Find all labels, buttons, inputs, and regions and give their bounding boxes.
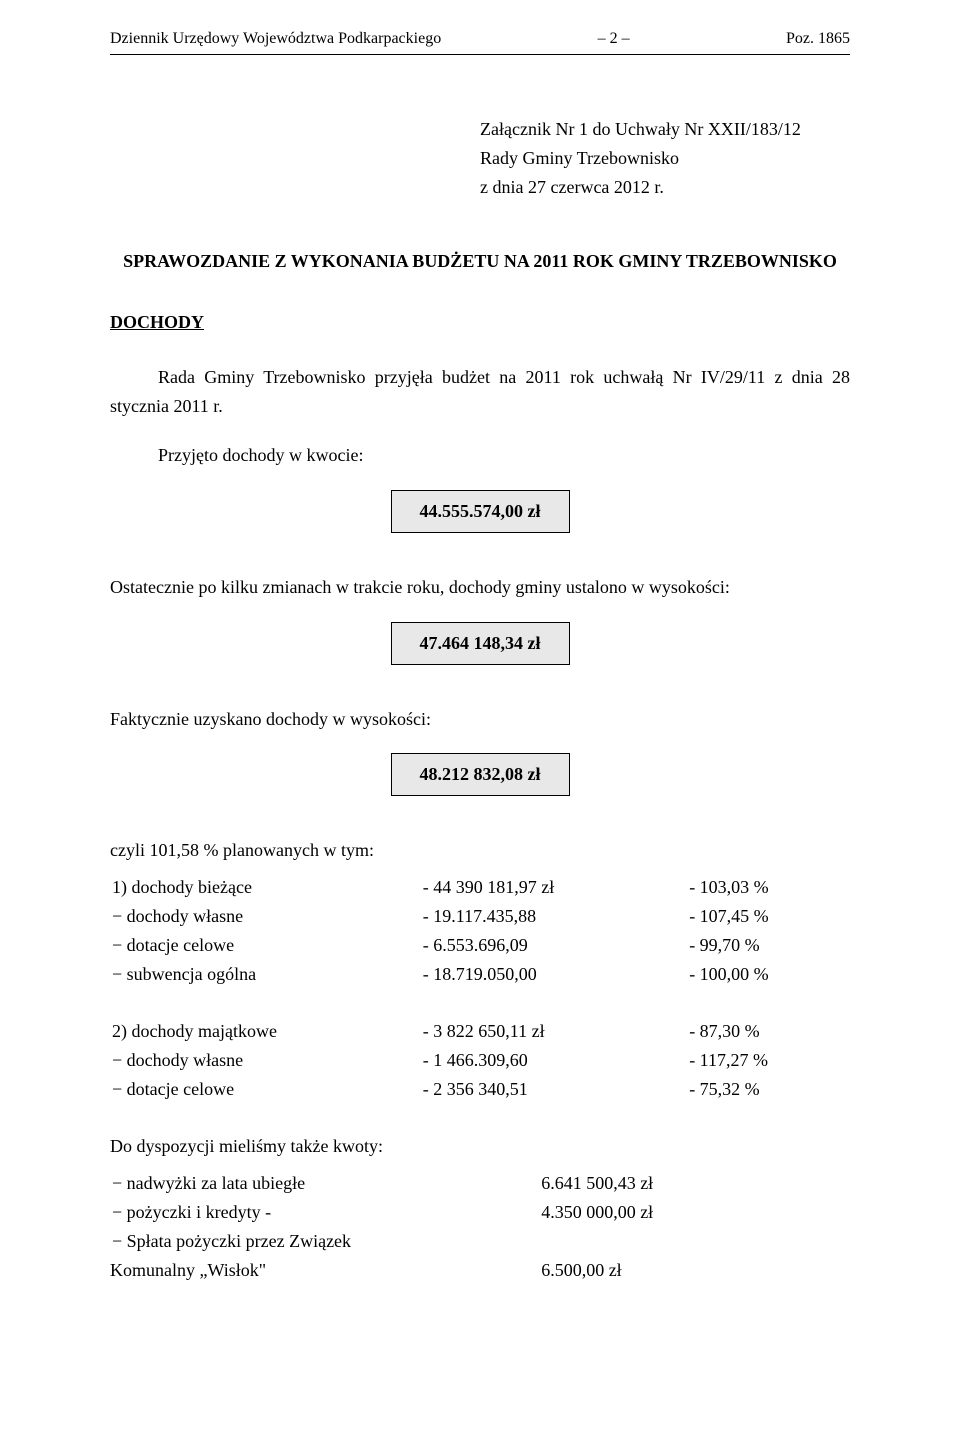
amount-box-1: 44.555.574,00 zł: [391, 490, 570, 533]
poz-number: Poz. 1865: [786, 30, 850, 48]
list-item-label: pożyczki i kredyty -: [112, 1202, 271, 1222]
intro-paragraph: Rada Gminy Trzebownisko przyjęła budżet …: [110, 363, 850, 421]
list-item-pct: - 99,70 %: [687, 931, 850, 960]
table-row: Spłata pożyczki przez Związek: [110, 1227, 850, 1256]
group2-header-value: - 3 822 650,11 zł: [421, 1017, 687, 1046]
table-row: dochody własne - 19.117.435,88 - 107,45 …: [110, 902, 850, 931]
table-row: dotacje celowe - 6.553.696,09 - 99,70 %: [110, 931, 850, 960]
list-item-value: - 6.553.696,09: [421, 931, 687, 960]
list-item-pct: - 107,45 %: [687, 902, 850, 931]
list-item-value: - 19.117.435,88: [421, 902, 687, 931]
table-row: 1) dochody bieżące - 44 390 181,97 zł - …: [110, 873, 850, 902]
list-item-label: dochody własne: [112, 1050, 243, 1070]
income-current-table: 1) dochody bieżące - 44 390 181,97 zł - …: [110, 873, 850, 989]
table-row: dotacje celowe - 2 356 340,51 - 75,32 %: [110, 1075, 850, 1104]
page-number: – 2 –: [598, 30, 630, 48]
table-row: nadwyżki za lata ubiegłe 6.641 500,43 zł: [110, 1169, 850, 1198]
attachment-line-2: Rady Gminy Trzebownisko: [480, 144, 850, 173]
group1-header-pct: - 103,03 %: [687, 873, 850, 902]
list-item-value: [539, 1227, 850, 1256]
list-item-value: 4.350 000,00 zł: [539, 1198, 850, 1227]
summary-intro: czyli 101,58 % planowanych w tym:: [110, 836, 850, 865]
list-item-label: Spłata pożyczki przez Związek: [112, 1231, 351, 1251]
extra-heading: Do dyspozycji mieliśmy także kwoty:: [110, 1132, 850, 1161]
group2-header-label: 2) dochody majątkowe: [110, 1017, 421, 1046]
para-2: Ostatecznie po kilku zmianach w trakcie …: [110, 573, 850, 602]
list-item-value: - 2 356 340,51: [421, 1075, 687, 1104]
amount-box-2: 47.464 148,34 zł: [391, 622, 570, 665]
journal-name: Dziennik Urzędowy Województwa Podkarpack…: [110, 30, 441, 48]
list-item-pct: - 117,27 %: [687, 1046, 850, 1075]
income-capital-table: 2) dochody majątkowe - 3 822 650,11 zł -…: [110, 1017, 850, 1104]
attachment-line-1: Załącznik Nr 1 do Uchwały Nr XXII/183/12: [480, 115, 850, 144]
table-row: 2) dochody majątkowe - 3 822 650,11 zł -…: [110, 1017, 850, 1046]
intro-line-1: Rada Gminy Trzebownisko przyjęła budżet …: [110, 367, 850, 416]
extra-amounts-table: nadwyżki za lata ubiegłe 6.641 500,43 zł…: [110, 1169, 850, 1285]
intro-line-2: Przyjęto dochody w kwocie:: [110, 441, 850, 470]
extra-last-value: 6.500,00 zł: [539, 1256, 850, 1285]
group1-header-label: 1) dochody bieżące: [110, 873, 421, 902]
table-row: subwencja ogólna - 18.719.050,00 - 100,0…: [110, 960, 850, 989]
page-header: Dziennik Urzędowy Województwa Podkarpack…: [110, 30, 850, 48]
list-item-value: - 18.719.050,00: [421, 960, 687, 989]
group1-header-value: - 44 390 181,97 zł: [421, 873, 687, 902]
table-row: dochody własne - 1 466.309,60 - 117,27 %: [110, 1046, 850, 1075]
list-item-pct: - 100,00 %: [687, 960, 850, 989]
table-row: pożyczki i kredyty - 4.350 000,00 zł: [110, 1198, 850, 1227]
document-page: Dziennik Urzędowy Województwa Podkarpack…: [0, 0, 960, 1325]
table-row: Komunalny „Wisłok" 6.500,00 zł: [110, 1256, 850, 1285]
list-item-label: dotacje celowe: [112, 935, 234, 955]
attachment-reference: Załącznik Nr 1 do Uchwały Nr XXII/183/12…: [480, 115, 850, 201]
list-item-label: dotacje celowe: [112, 1079, 234, 1099]
section-heading-dochody: DOCHODY: [110, 312, 850, 333]
list-item-value: 6.641 500,43 zł: [539, 1169, 850, 1198]
list-item-pct: - 75,32 %: [687, 1075, 850, 1104]
amount-box-3: 48.212 832,08 zł: [391, 753, 570, 796]
list-item-value: - 1 466.309,60: [421, 1046, 687, 1075]
list-item-label: nadwyżki za lata ubiegłe: [112, 1173, 305, 1193]
list-item-label: dochody własne: [112, 906, 243, 926]
group2-header-pct: - 87,30 %: [687, 1017, 850, 1046]
attachment-line-3: z dnia 27 czerwca 2012 r.: [480, 173, 850, 202]
list-item-label: subwencja ogólna: [112, 964, 256, 984]
header-divider: [110, 54, 850, 55]
extra-last-label: Komunalny „Wisłok": [110, 1260, 266, 1280]
para-3: Faktycznie uzyskano dochody w wysokości:: [110, 705, 850, 734]
report-title: SPRAWOZDANIE Z WYKONANIA BUDŻETU NA 2011…: [110, 251, 850, 272]
